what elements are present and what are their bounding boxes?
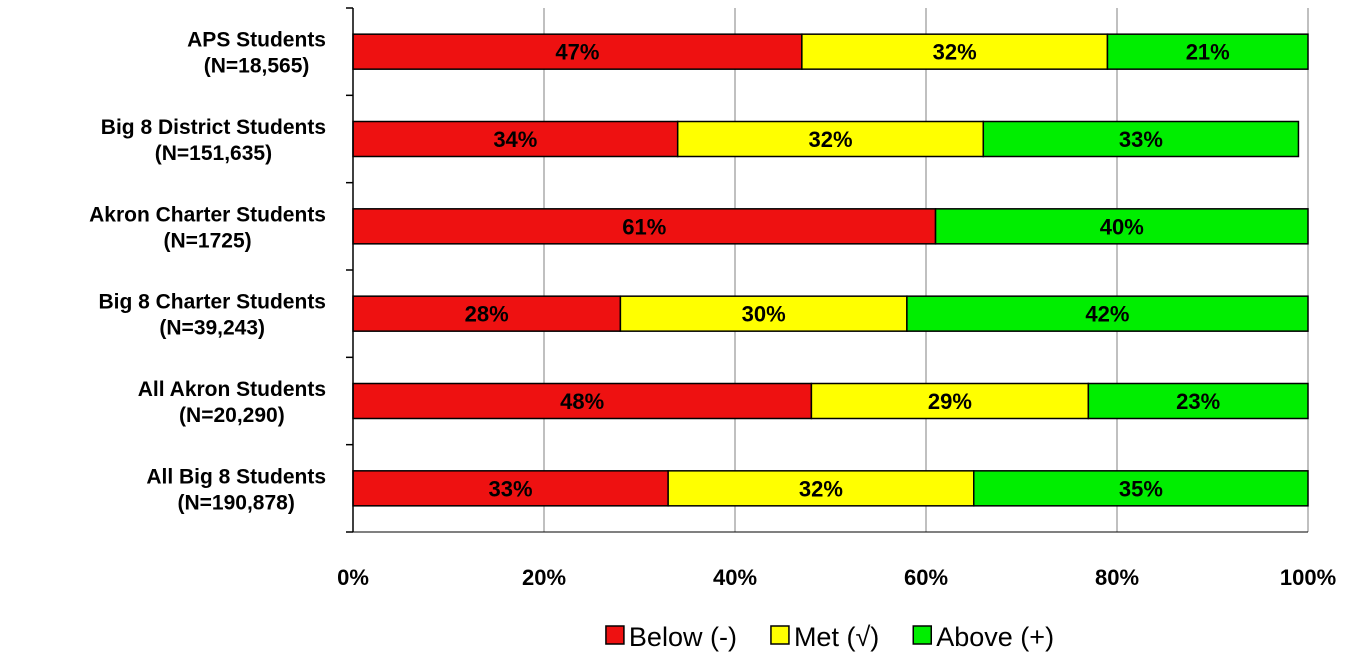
x-tick-label: 40% (713, 565, 757, 590)
x-tick-label: 80% (1095, 565, 1139, 590)
data-label: 32% (799, 476, 843, 501)
data-label: 33% (489, 476, 533, 501)
x-axis-tick-labels: 0% 20% 40% 60% 80% 100% (337, 565, 1336, 590)
legend-label: Above (+) (936, 622, 1054, 652)
x-tick-label: 0% (337, 565, 369, 590)
bar-segment (676, 120, 985, 158)
data-label: 40% (1100, 214, 1144, 239)
category-labels: APS Students (N=18,565) Big 8 District Stu… (89, 29, 326, 515)
bar-segment (801, 33, 1109, 70)
data-label: 21% (1186, 40, 1230, 65)
category-sublabel: (N=18,565) (204, 55, 310, 78)
legend-label: Met (√) (794, 622, 879, 652)
x-tick-label: 60% (904, 565, 948, 590)
bar-segment (1087, 382, 1309, 420)
plot-area (353, 8, 1308, 532)
axes (346, 7, 1308, 533)
bar-segment (352, 208, 937, 245)
data-label: 28% (465, 302, 509, 327)
data-label: 61% (622, 214, 666, 239)
bar-segment (810, 382, 1090, 420)
bar-segment (667, 470, 975, 507)
data-label: 35% (1119, 476, 1163, 501)
data-label: 47% (555, 40, 599, 65)
category-sublabel: (N=190,878) (177, 491, 294, 514)
data-label: 34% (493, 127, 537, 152)
category-label: Big 8 Charter Students (98, 291, 326, 314)
data-label: 29% (928, 389, 972, 414)
legend-swatch (605, 625, 625, 645)
category-sublabel: (N=39,243) (159, 317, 265, 340)
data-labels: 47% 32% 21% 34% 32% 33% 61% 40% 28% 30% 42% 48% 29% 2… (465, 40, 1230, 502)
data-label: 30% (742, 302, 786, 327)
data-label: 48% (560, 389, 604, 414)
x-tick-label: 20% (522, 565, 566, 590)
category-label: APS Students (187, 29, 326, 52)
category-label: Big 8 District Students (101, 116, 326, 139)
bar-segment (934, 208, 1309, 245)
bar-segment (1106, 33, 1309, 70)
category-sublabel: (N=151,635) (155, 142, 272, 165)
category-label: Akron Charter Students (89, 203, 326, 226)
x-tick-label: 100% (1280, 565, 1336, 590)
legend-label: Below (-) (629, 622, 737, 652)
data-label: 33% (1119, 127, 1163, 152)
bar-segment (973, 470, 1309, 507)
gridlines (543, 8, 1309, 532)
category-sublabel: (N=20,290) (179, 404, 285, 427)
bars (352, 33, 1309, 507)
bar-segment (906, 295, 1309, 332)
legend: Below (-) Met (√) Above (+) (605, 622, 1054, 652)
legend-swatch (770, 625, 790, 645)
category-sublabel: (N=1725) (163, 229, 251, 252)
legend-swatch (912, 625, 933, 645)
data-label: 42% (1085, 302, 1129, 327)
category-label: All Akron Students (138, 378, 326, 401)
bar-segment (982, 120, 1300, 158)
data-label: 32% (933, 40, 977, 65)
data-label: 23% (1176, 389, 1220, 414)
data-label: 32% (808, 127, 852, 152)
bar-segment (352, 33, 803, 70)
bar-segment (352, 295, 622, 332)
category-label: All Big 8 Students (146, 465, 326, 488)
